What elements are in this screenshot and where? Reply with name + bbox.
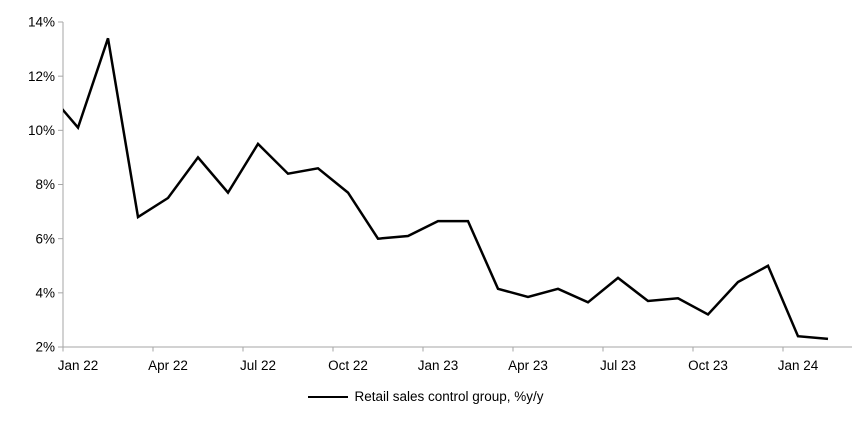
y-tick-label: 8% [35,177,55,192]
x-tick-label: Jan 22 [58,358,99,373]
y-tick-label: 2% [35,340,55,355]
y-tick-label: 12% [28,69,55,84]
y-tick-label: 6% [35,231,55,246]
y-tick-label: 10% [28,123,55,138]
legend-label: Retail sales control group, %y/y [354,389,544,404]
data-line [63,37,829,341]
x-tick-label: Apr 22 [148,358,188,373]
x-tick-label: Oct 22 [328,358,368,373]
x-tick-label: Jul 22 [240,358,276,373]
y-tick-label: 14% [28,15,55,30]
x-tick-label: Apr 23 [508,358,548,373]
x-tick-label: Jan 24 [778,358,819,373]
legend-line-sample-icon [308,395,349,398]
x-tick-label: Jul 23 [600,358,636,373]
x-tick-label: Jan 23 [418,358,459,373]
x-tick-label: Oct 23 [688,358,728,373]
y-tick-label: 4% [35,286,55,301]
legend: Retail sales control group, %y/y [0,389,852,404]
